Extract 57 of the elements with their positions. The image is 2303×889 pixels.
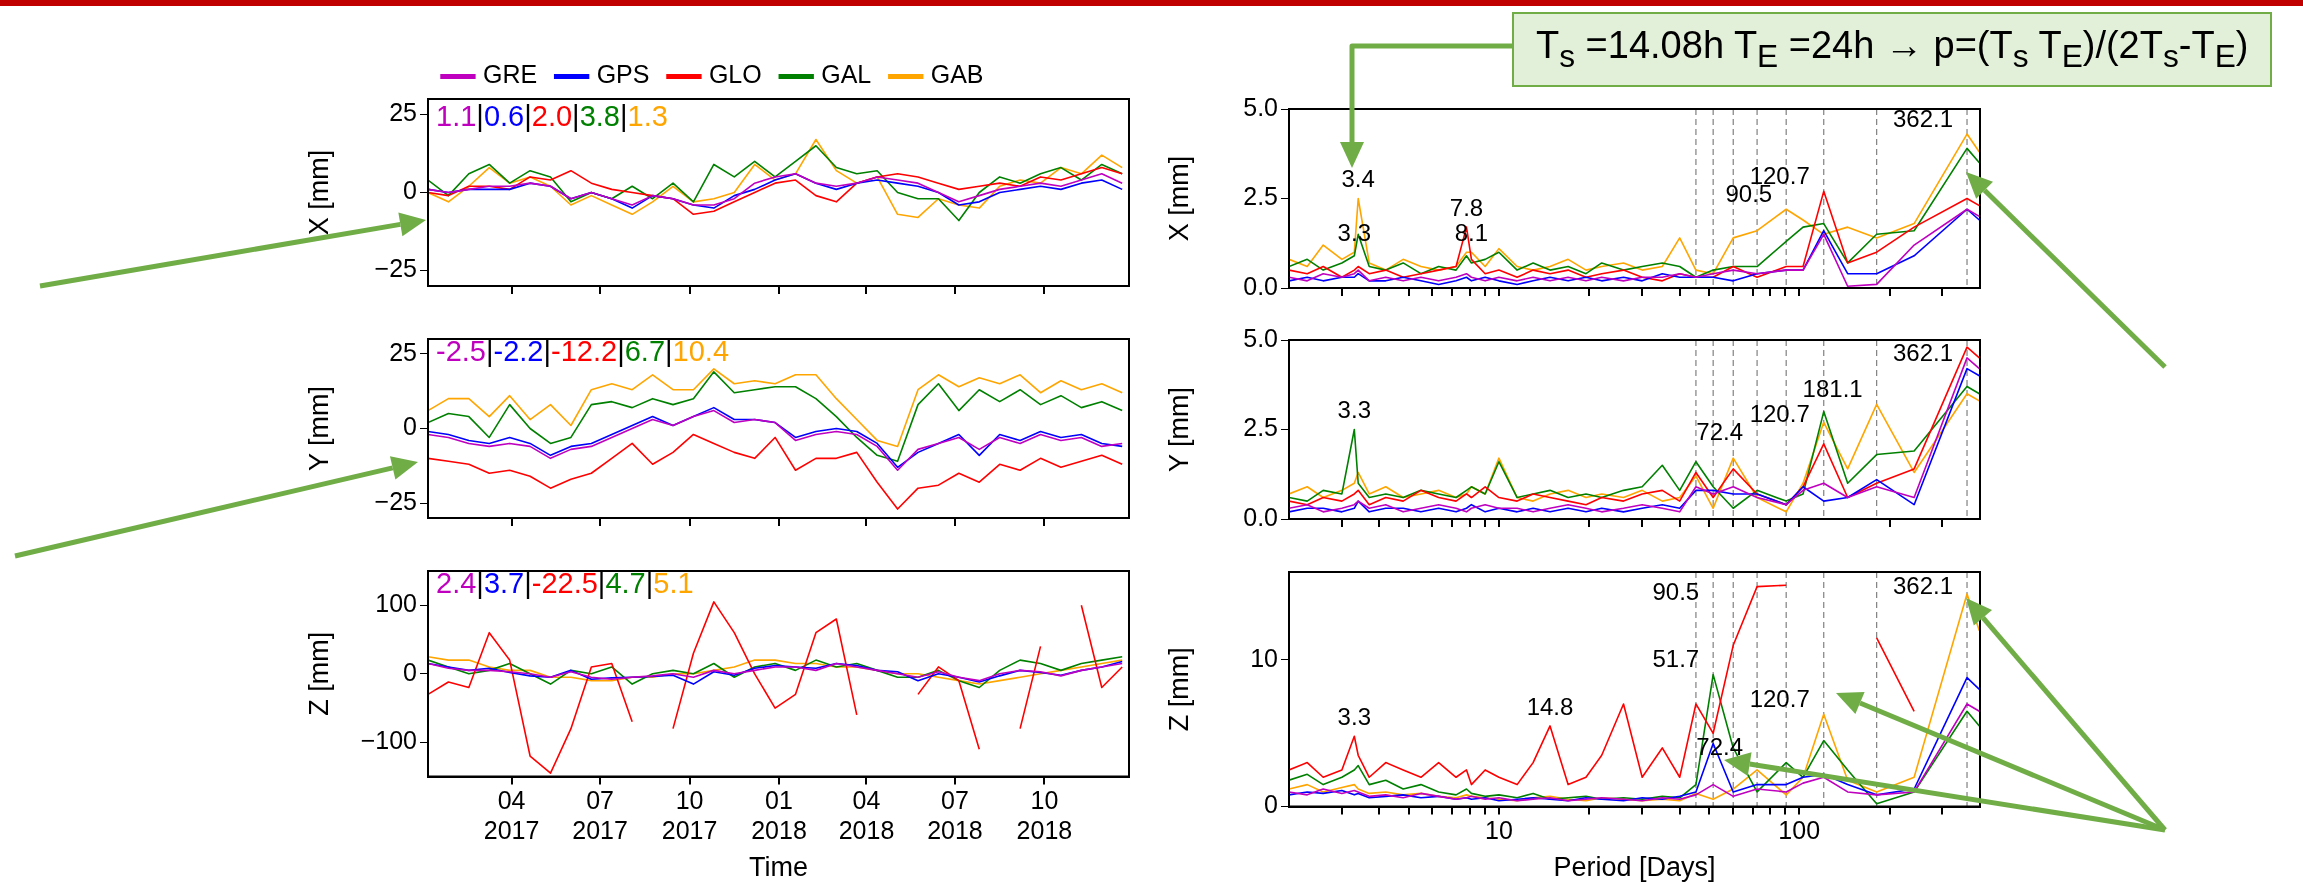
y-tick-label: 0.0 xyxy=(1243,271,1278,300)
annotation: 90.5 xyxy=(1652,577,1700,605)
annotation: 51.7 xyxy=(1652,645,1700,673)
legend-label: GPS xyxy=(596,60,650,89)
x-tick-label: 10 xyxy=(1484,816,1513,845)
y-tick-label: −25 xyxy=(374,486,417,515)
y-tick-label: 0 xyxy=(1264,790,1278,819)
legend-label: GAL xyxy=(821,60,872,89)
text: 2.4|3.7|-22.5|4.7|5.1 xyxy=(436,567,694,599)
y-tick-label: 10 xyxy=(1250,643,1278,672)
y-axis-title: X [mm] xyxy=(1163,155,1194,242)
y-tick-label: 2.5 xyxy=(1243,413,1278,442)
x-tick-label: 07 2017 xyxy=(572,786,628,845)
y-tick-label: 0.0 xyxy=(1243,502,1278,531)
text: 1.1|0.6|2.0|3.8|1.3 xyxy=(436,100,668,132)
text: T$_{s}$ =14.08h T$_{E}$ =24h → p=(T$_{s}$ T$_{E}$)/(2T$_{s}$-T$_{E}$) xyxy=(1536,24,2249,74)
annotation: 362.1 xyxy=(1892,104,1954,132)
y-tick-label: 0 xyxy=(403,412,417,441)
y-axis-title: X [mm] xyxy=(303,149,334,236)
annotation: 7.8 xyxy=(1449,193,1484,221)
y-tick-label: 0 xyxy=(403,657,417,686)
y-tick-label: 25 xyxy=(389,98,417,127)
y-axis-title: Z [mm] xyxy=(303,631,334,716)
y-tick-label: −100 xyxy=(360,726,417,755)
annotation: 3.3 xyxy=(1337,396,1371,424)
x-axis-title: Time xyxy=(749,852,808,883)
y-axis-title: Y [mm] xyxy=(1163,386,1194,473)
annotation: 3.3 xyxy=(1337,702,1371,730)
y-tick-label: 5.0 xyxy=(1243,92,1278,121)
y-tick-label: 2.5 xyxy=(1243,182,1278,211)
y-tick-label: 5.0 xyxy=(1243,323,1278,352)
annotation: 120.7 xyxy=(1749,400,1810,428)
annotation: 362.1 xyxy=(1892,571,1954,599)
legend-label: GRE xyxy=(482,60,538,89)
y-tick-label: 25 xyxy=(389,337,417,366)
x-axis-title: Period [Days] xyxy=(1553,852,1716,883)
y-axis-title: Y [mm] xyxy=(303,385,334,472)
x-tick-label: 04 2017 xyxy=(483,786,540,845)
annotation: 362.1 xyxy=(1892,339,1954,367)
x-tick-label: 10 2018 xyxy=(1016,786,1073,845)
x-tick-label: 04 2018 xyxy=(838,786,895,845)
x-tick-label: 07 2018 xyxy=(927,786,983,845)
x-tick-label: 01 2018 xyxy=(751,786,807,845)
annotation: 14.8 xyxy=(1526,692,1574,720)
annotation: 181.1 xyxy=(1802,375,1863,403)
y-axis-title: Z [mm] xyxy=(1163,647,1194,732)
y-tick-label: 0 xyxy=(403,176,417,205)
annotation: 72.4 xyxy=(1696,418,1744,446)
y-tick-label: 100 xyxy=(375,589,417,618)
annotation: 3.4 xyxy=(1341,165,1375,193)
legend-label: GLO xyxy=(708,60,762,89)
text: -2.5|-2.2|-12.2|6.7|10.4 xyxy=(436,335,730,367)
y-tick-label: −25 xyxy=(374,254,417,283)
x-tick-label: 100 xyxy=(1778,816,1821,845)
x-tick-label: 10 2017 xyxy=(661,786,718,845)
legend-label: GAB xyxy=(930,60,984,89)
annotation: 120.7 xyxy=(1749,684,1810,712)
